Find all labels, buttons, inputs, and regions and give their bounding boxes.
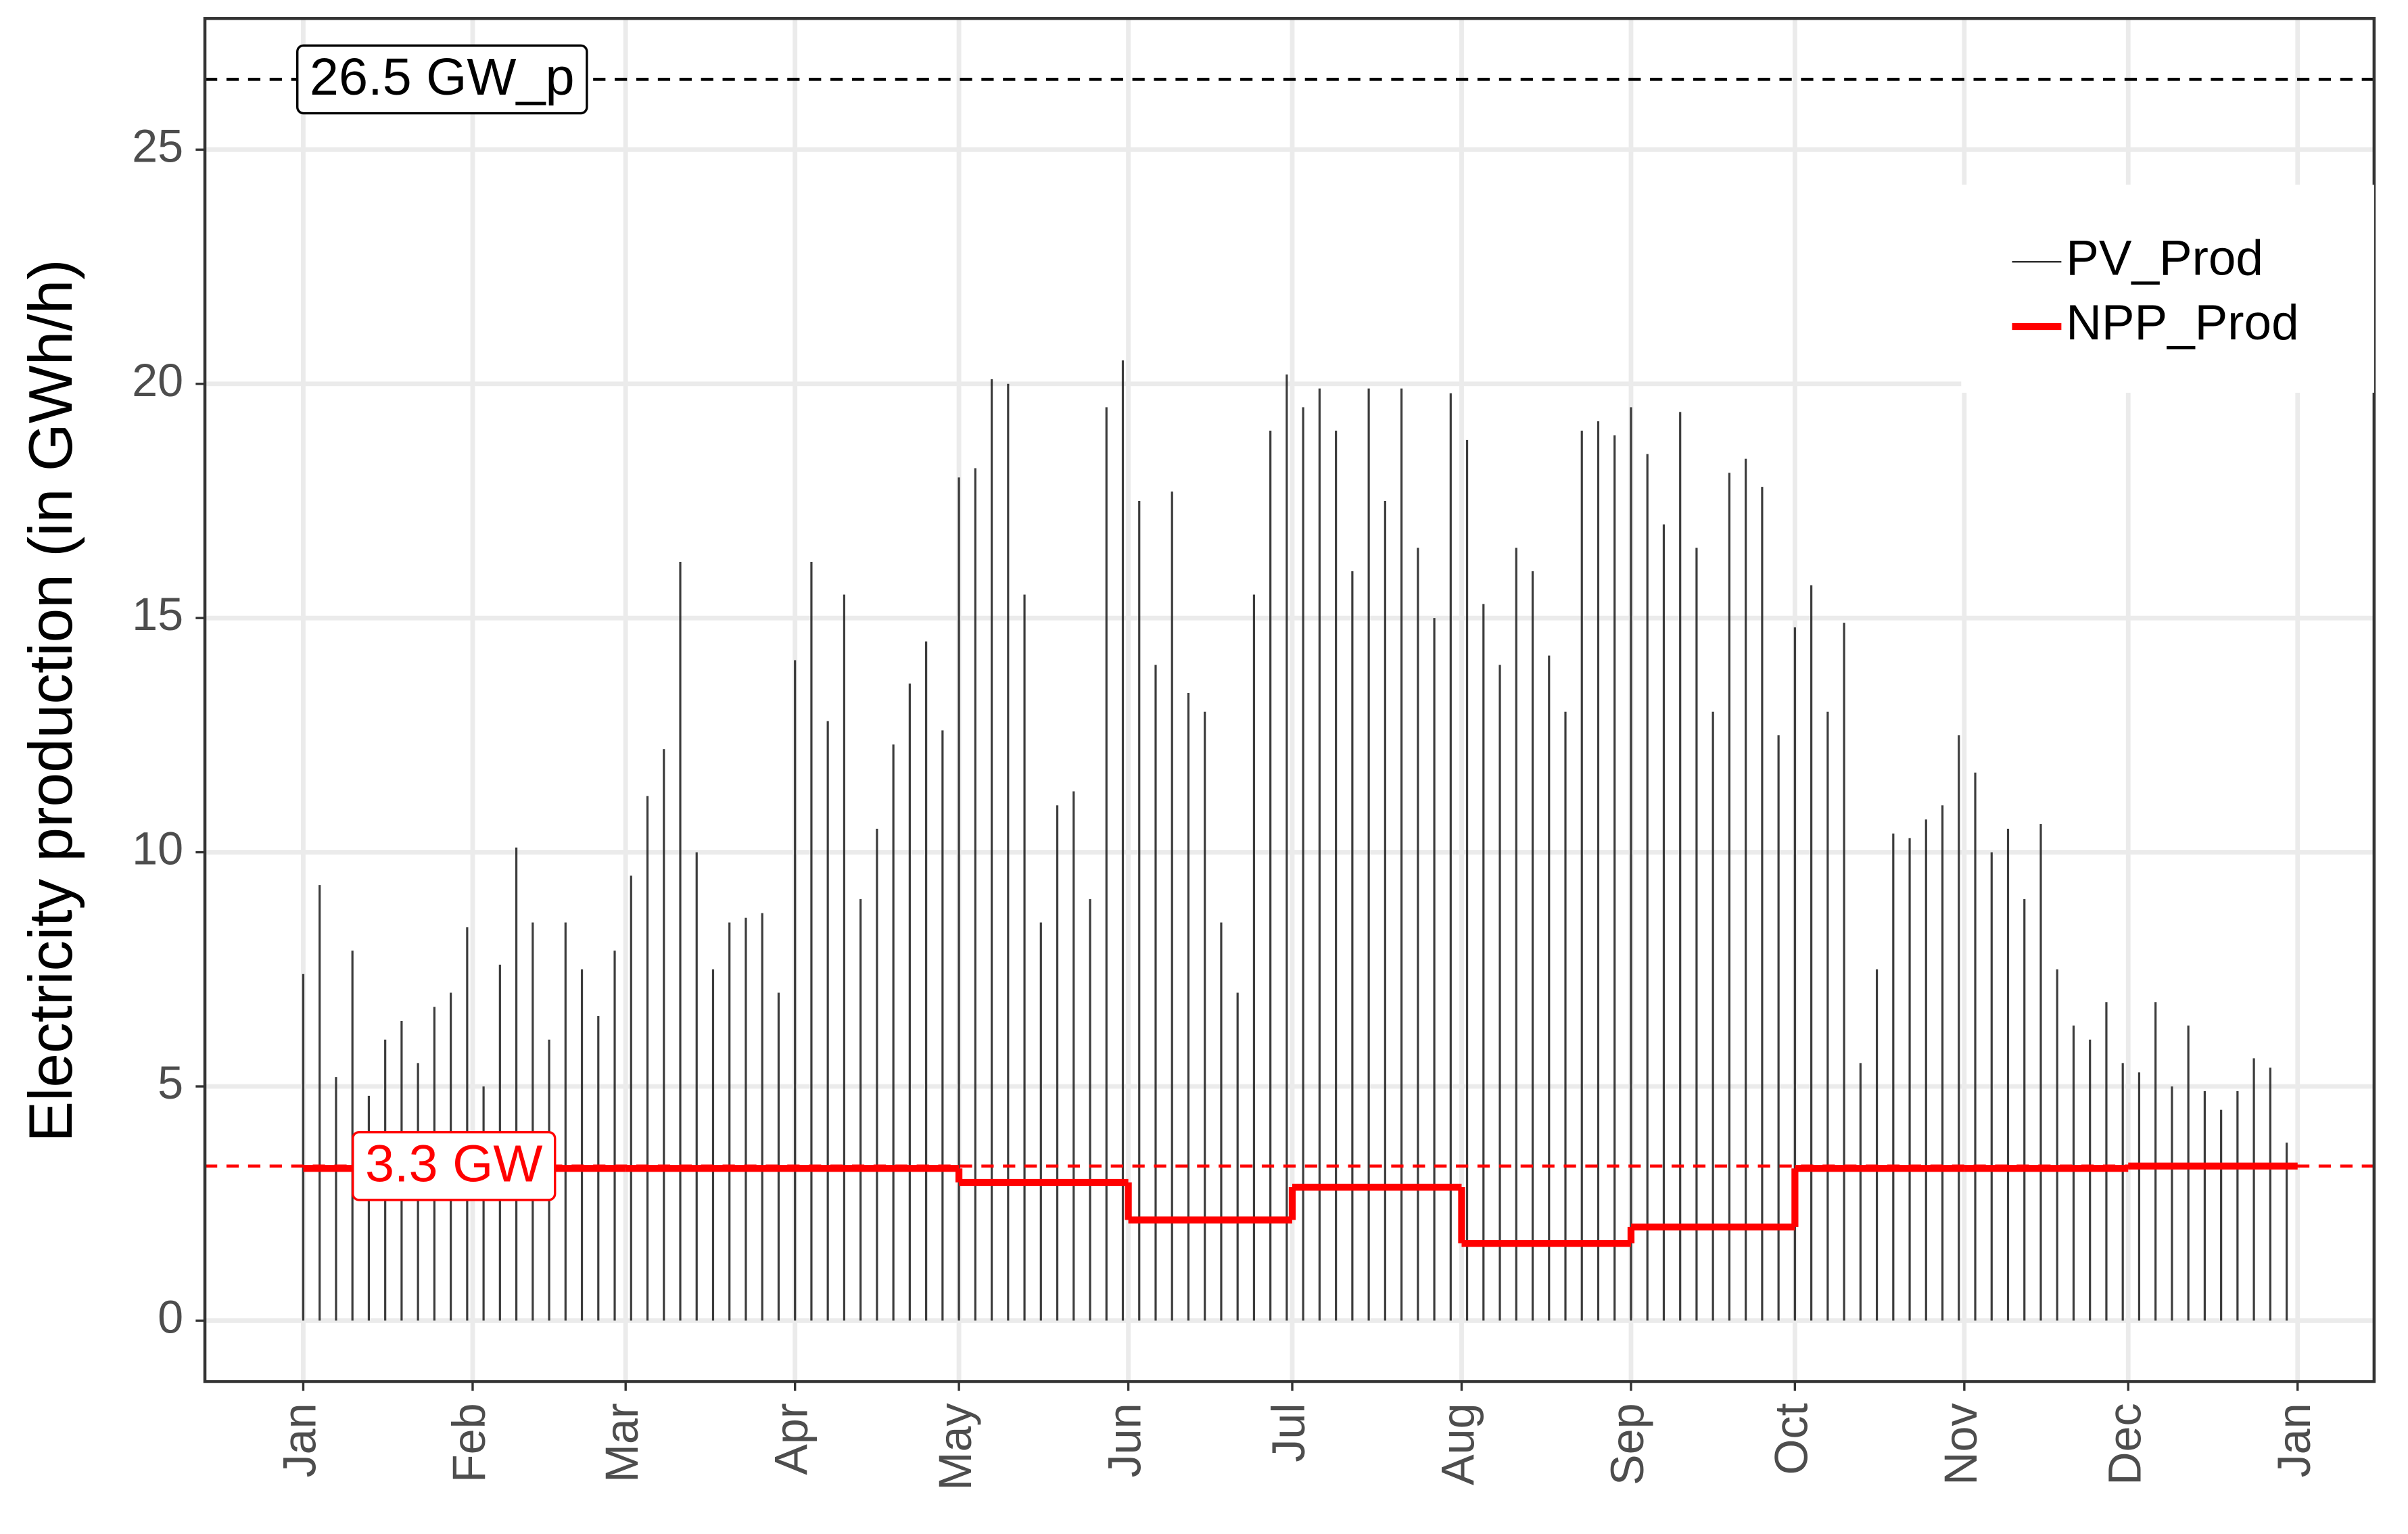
x-tick-label: Jun <box>1100 1403 1151 1477</box>
x-tick-label: Mar <box>596 1403 648 1483</box>
legend: PV_Prod NPP_Prod <box>1961 185 2374 393</box>
panel-border <box>203 17 2376 1383</box>
y-tick-label: 25 <box>132 120 183 172</box>
x-tick-label: Jul <box>1263 1403 1315 1462</box>
legend-label: NPP_Prod <box>2066 295 2298 350</box>
x-tick-label: Aug <box>1433 1403 1484 1485</box>
x-tick-label: Oct <box>1766 1403 1817 1475</box>
x-tick-label: Feb <box>444 1403 495 1483</box>
y-axis-title: Electricity production (in GWh/h) <box>17 259 85 1142</box>
y-tick-label: 10 <box>132 823 183 875</box>
x-tick-label: Jan <box>2269 1403 2320 1477</box>
y-tick-label: 15 <box>132 589 183 640</box>
overlay: 0 5 10 15 20 25 Jan Feb Mar Apr May Jun Jul Aug Sep Oct… <box>132 17 2376 1491</box>
legend-box <box>1961 185 2374 393</box>
x-tick-label: Jan <box>275 1403 326 1477</box>
x-tick-label: Dec <box>2099 1403 2150 1485</box>
plot-marks <box>302 360 2298 1321</box>
reference-label: 26.5 GW_p <box>310 48 575 106</box>
y-tick-label: 0 <box>158 1291 183 1343</box>
y-tick-label: 5 <box>158 1057 183 1109</box>
x-tick-label: Apr <box>766 1403 818 1475</box>
x-tick-label: May <box>930 1403 981 1491</box>
reference-label-box <box>296 44 588 115</box>
x-tick-label: Nov <box>1935 1403 1987 1485</box>
x-tick-label: Sep <box>1602 1403 1653 1485</box>
reference-label: 3.3 GW <box>365 1134 543 1193</box>
legend-label: PV_Prod <box>2066 231 2263 286</box>
reference-label-box <box>352 1130 557 1201</box>
y-tick-label: 20 <box>132 355 183 406</box>
